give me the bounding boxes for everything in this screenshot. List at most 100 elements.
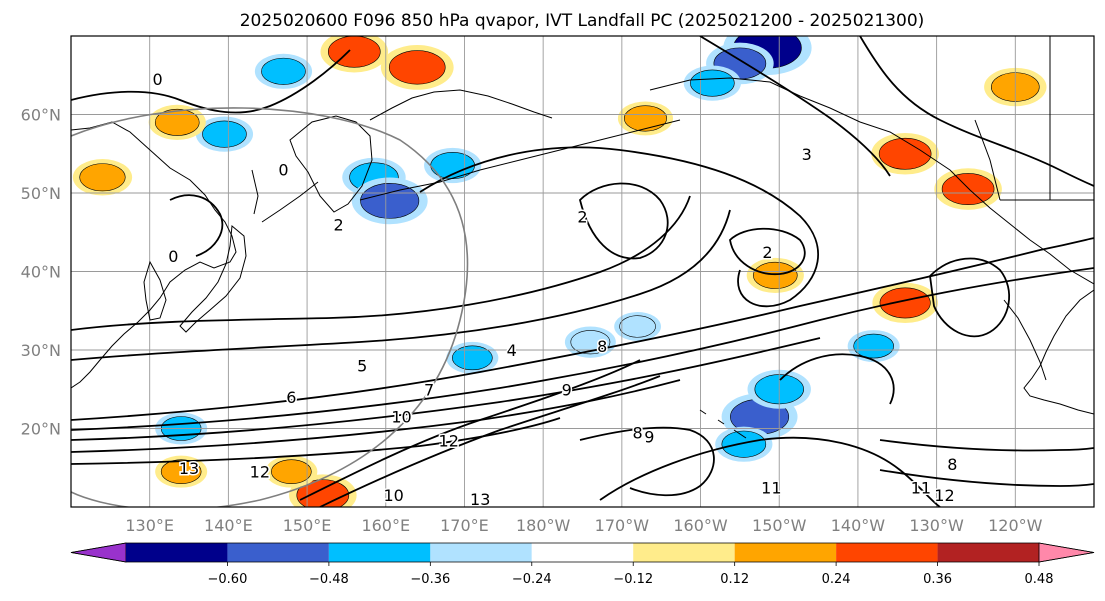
colorbar-tick-label: −0.60 <box>208 572 248 587</box>
colorbar-cell <box>937 543 1039 562</box>
contour-label: 9 <box>644 427 654 446</box>
contour-line <box>579 426 715 497</box>
contour-label: 11 <box>761 478 781 497</box>
lon-tick-label: 130°E <box>125 516 174 535</box>
contour-line <box>729 227 806 275</box>
latitude-tick-labels: 20°N 30°N 40°N 50°N 60°N <box>21 106 61 439</box>
contour-line <box>879 439 1094 452</box>
contour-line <box>71 195 691 331</box>
colorbar-cell <box>430 543 532 562</box>
contour-line <box>299 359 641 501</box>
contour-label: 10 <box>383 486 403 505</box>
coastline-sakhalin-kurils <box>251 169 319 223</box>
contour-line <box>71 417 561 465</box>
coastline-aleutians <box>359 119 681 201</box>
shaded-anomaly <box>752 261 798 289</box>
contour-label: 2 <box>333 215 343 234</box>
contour-line <box>579 182 669 260</box>
colorbar-tick-labels: −0.60 −0.48 −0.36 −0.24 −0.12 0.12 0.24 0.36 0.4… <box>208 562 1053 587</box>
shaded-anomaly <box>623 105 667 132</box>
contour-line <box>879 469 1094 487</box>
colorbar-cells <box>70 542 1095 563</box>
shaded-anomaly <box>879 287 931 319</box>
coastline-kamchatka <box>289 115 373 213</box>
lon-tick-label: 130°W <box>909 516 964 535</box>
contour-label: 0 <box>278 160 288 179</box>
shaded-anomaly <box>202 120 247 148</box>
contour-line <box>859 36 1094 187</box>
colorbar-cell <box>633 543 735 562</box>
coastline-bering <box>369 89 553 121</box>
contour-line <box>699 36 891 177</box>
colorbar-tick-label: −0.48 <box>309 572 349 587</box>
colorbar-outline <box>70 542 1095 563</box>
lat-tick-label: 60°N <box>21 106 61 125</box>
contour-label: 13 <box>179 459 199 478</box>
coastline-hawaii <box>699 409 747 439</box>
lon-tick-label: 120°W <box>988 516 1043 535</box>
shaded-anomaly <box>619 315 656 338</box>
colorbar-cell <box>328 543 431 562</box>
lon-tick-label: 150°E <box>283 516 332 535</box>
contour-label: 11 <box>911 478 931 497</box>
colorbar-tick-label: 0.36 <box>923 572 952 587</box>
coastline-japan <box>179 225 247 333</box>
colorbar-cell <box>836 543 938 562</box>
colorbar-cell <box>227 543 329 562</box>
lon-tick-label: 170°W <box>595 516 650 535</box>
contour-line <box>319 375 661 507</box>
colorbar-tick-label: −0.36 <box>410 572 450 587</box>
lon-tick-label: 140°E <box>204 516 253 535</box>
contour-label: 13 <box>470 490 490 509</box>
colorbar: −0.60 −0.48 −0.36 −0.24 −0.12 0.12 0.24 0.36 0.4… <box>70 542 1095 587</box>
contour-label: 2 <box>762 243 772 262</box>
lon-tick-label: 150°W <box>752 516 807 535</box>
colorbar-extend-low <box>70 542 127 563</box>
coastline-baja <box>1003 299 1047 381</box>
contour-line <box>929 257 1010 338</box>
contour-label: 12 <box>250 463 270 482</box>
longitude-tick-labels: 130°E 140°E 150°E 160°E 170°E 180°W 170°W 160°W… <box>125 516 1042 535</box>
coastlines <box>71 36 1094 439</box>
contour-label: 2 <box>577 208 587 227</box>
shaded-anomaly <box>878 137 932 170</box>
great-circle-outline <box>71 107 469 507</box>
lat-tick-label: 30°N <box>21 341 61 360</box>
shaded-anomaly <box>721 430 767 458</box>
contour-label: 6 <box>286 388 296 407</box>
contour-label: 10 <box>391 408 411 427</box>
contour-label: 9 <box>562 380 572 399</box>
shaded-anomaly <box>941 173 995 205</box>
shaded-anomaly <box>261 57 306 85</box>
shaded-anomaly <box>570 330 611 355</box>
lat-tick-label: 20°N <box>21 420 61 439</box>
colorbar-tick-label: −0.24 <box>512 572 552 587</box>
contour-label: 8 <box>947 455 957 474</box>
contour-label: 3 <box>802 145 812 164</box>
lon-tick-label: 140°W <box>831 516 886 535</box>
contour-line <box>419 146 819 308</box>
contour-label: 12 <box>439 431 459 450</box>
shaded-anomaly <box>690 69 735 97</box>
contour-label: 5 <box>357 357 367 376</box>
contour-label: 7 <box>424 380 434 399</box>
contour-line <box>71 237 1094 421</box>
lon-tick-label: 180°W <box>516 516 571 535</box>
contour-line <box>71 337 821 441</box>
shaded-anomaly <box>160 459 202 484</box>
colorbar-cell <box>531 543 634 562</box>
colorbar-cell <box>126 543 228 562</box>
border-canada-us <box>974 36 1094 201</box>
contour-line <box>71 379 681 453</box>
shaded-anomaly <box>853 333 894 359</box>
lon-tick-label: 160°W <box>673 516 728 535</box>
shaded-anomaly <box>388 50 446 85</box>
coastline-east-asia <box>71 121 237 389</box>
map-frame <box>70 35 1095 508</box>
shaded-anomaly <box>360 183 420 219</box>
colorbar-tick-label: 0.12 <box>720 572 749 587</box>
contour-label: 8 <box>597 337 607 356</box>
lat-tick-label: 40°N <box>21 263 61 282</box>
